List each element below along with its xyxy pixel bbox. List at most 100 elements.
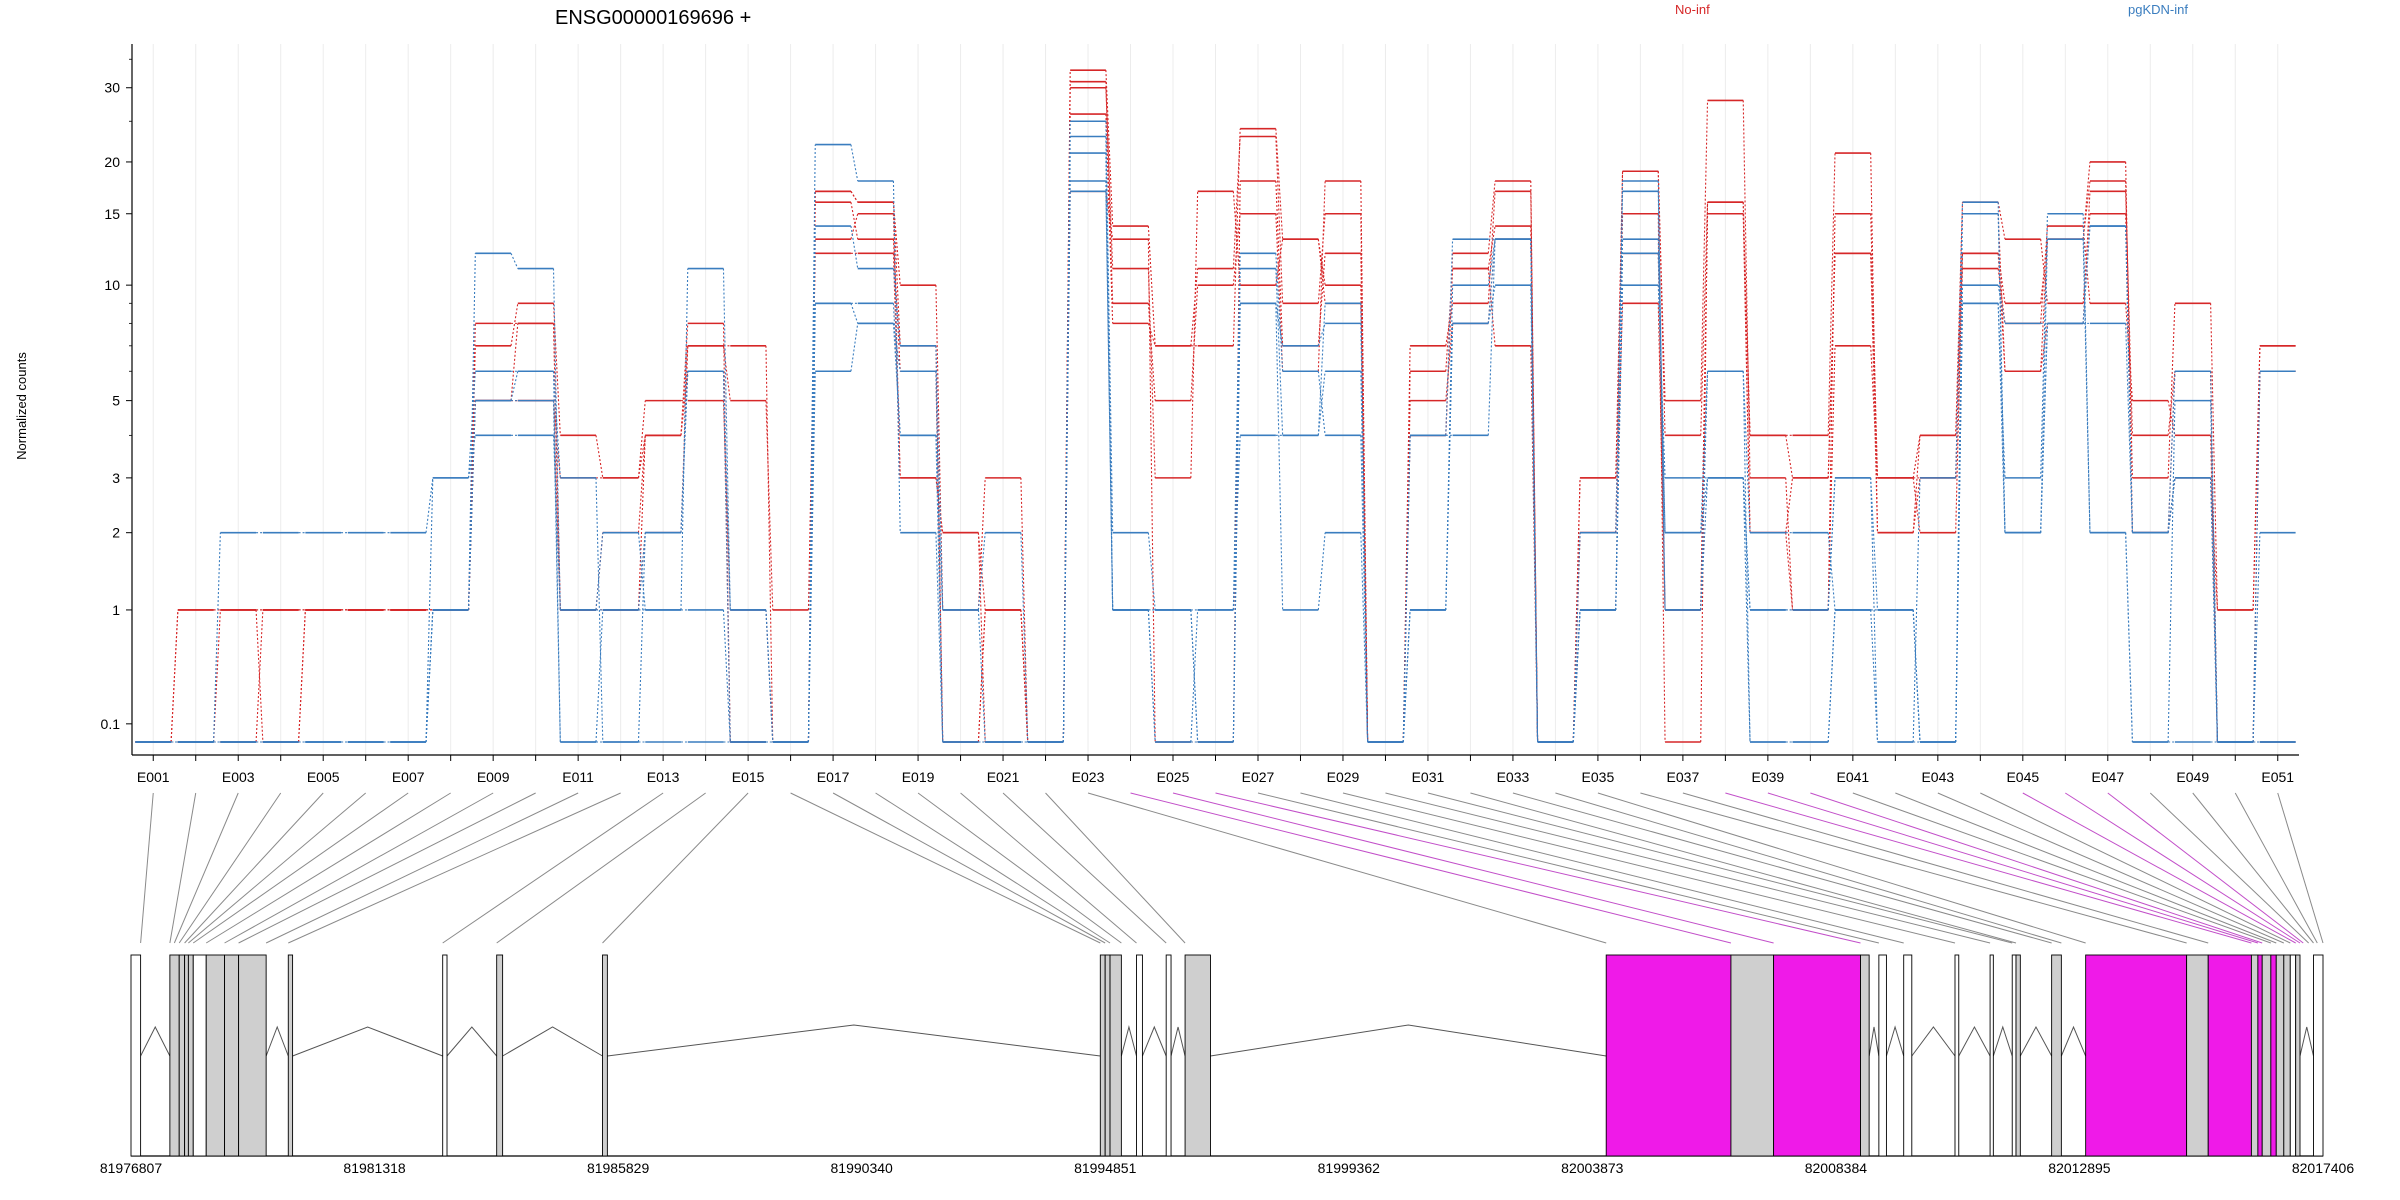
data-connector <box>1232 435 1241 610</box>
data-connector <box>1232 253 1241 610</box>
x-tick-label: E019 <box>902 769 935 785</box>
exon-connector <box>1725 792 2252 944</box>
exon-connector <box>178 792 282 944</box>
exon-box <box>2085 954 2188 1157</box>
x-tick-label: E035 <box>1582 769 1615 785</box>
data-connector <box>2167 303 2176 478</box>
data-connector <box>1827 609 1836 743</box>
data-connector <box>892 181 901 533</box>
x-axis: E001 E003 E005 E007 E009 E011 E013 E015 E017 E019… <box>132 754 2299 785</box>
exon-box <box>205 954 226 1157</box>
data-connector <box>680 371 689 533</box>
exon-connector <box>1427 792 2013 944</box>
exon-box <box>2051 954 2062 1157</box>
data-connector <box>1317 532 1326 610</box>
intron-line <box>502 1026 603 1057</box>
exon-box <box>192 954 207 1157</box>
exon-box <box>1989 954 1994 1157</box>
data-connector <box>1827 532 1836 610</box>
x-tick-label: E001 <box>137 769 170 785</box>
data-connector <box>1827 345 1836 610</box>
exon-connector <box>1130 792 1732 944</box>
data-connector <box>1147 268 1156 478</box>
exon-connector <box>875 792 1111 944</box>
data-connector <box>1190 285 1199 401</box>
data-connector <box>2040 323 2049 533</box>
exon-box <box>442 954 448 1157</box>
exon-connector <box>1682 792 2209 944</box>
data-connector <box>552 371 561 478</box>
exon-box <box>1605 954 1732 1157</box>
exon-connector <box>1470 792 2017 944</box>
chart-title: ENSG00000169696 + <box>555 7 751 29</box>
data-connector <box>1870 609 1879 743</box>
data-connector <box>1105 81 1114 304</box>
data-connector <box>2210 477 2218 743</box>
x-tick-label: E009 <box>477 769 510 785</box>
exon-connector <box>917 792 1122 944</box>
data-connector <box>977 477 986 610</box>
data-connector <box>1615 191 1624 533</box>
data-connector <box>2082 239 2091 533</box>
data-connector <box>1827 153 1836 436</box>
data-connector <box>1317 213 1326 304</box>
data-connector <box>2125 180 2133 478</box>
data-connector <box>1445 323 1454 610</box>
x-tick-label: E013 <box>647 769 680 785</box>
data-connector <box>1360 285 1369 743</box>
data-connector <box>1955 303 1964 743</box>
data-connector <box>1615 171 1624 478</box>
exon-box <box>1954 954 1960 1157</box>
exon-box <box>184 954 189 1157</box>
coordinate-label: 82003873 <box>1561 1160 1624 1176</box>
data-connector <box>1742 371 1751 533</box>
data-connector <box>1742 371 1751 743</box>
exon-connector <box>2192 792 2314 944</box>
exon-connector <box>1300 792 1904 944</box>
data-connector <box>2040 213 2049 478</box>
data-connector <box>1402 609 1411 743</box>
data-connector <box>680 345 689 436</box>
data-connector <box>425 477 434 533</box>
data-connector <box>1360 435 1369 743</box>
data-connector <box>765 400 774 610</box>
data-connector <box>1572 477 1581 743</box>
legend-pgkdn-inf: pgKDN-inf <box>2128 2 2188 17</box>
exon-box <box>2270 954 2277 1157</box>
data-connector <box>1105 114 1114 324</box>
exon-connector <box>2149 792 2309 944</box>
data-connector <box>1657 253 1666 533</box>
x-tick-label: E027 <box>1242 769 1275 785</box>
data-connector <box>1997 202 2006 533</box>
data-connector <box>680 371 689 436</box>
data-connector <box>1785 477 1794 533</box>
x-tick-label: E039 <box>1752 769 1785 785</box>
exon-box <box>496 954 504 1157</box>
data-connector <box>1105 136 1114 610</box>
data-connector <box>510 303 519 346</box>
data-connector <box>637 532 646 610</box>
data-connector <box>1445 239 1454 436</box>
data-connector <box>1402 371 1411 743</box>
x-tick-label: E049 <box>2176 769 2209 785</box>
exon-connector <box>1385 792 1991 944</box>
exon-connector <box>2107 792 2304 944</box>
data-connector <box>637 435 646 610</box>
data-connector <box>2125 532 2133 743</box>
coordinate-label: 81990340 <box>831 1160 894 1176</box>
data-connector <box>2040 323 2049 372</box>
exon-connector <box>224 792 494 944</box>
exon-connector <box>960 792 1137 944</box>
data-connector <box>2125 226 2133 533</box>
data-connector <box>935 435 944 610</box>
x-tick-label: E007 <box>392 769 425 785</box>
exon-connector <box>188 792 367 944</box>
x-tick-label: E051 <box>2261 769 2294 785</box>
exon-connector <box>1172 792 1774 944</box>
data-connector <box>1742 202 1751 436</box>
y-tick-label: 30 <box>104 80 120 96</box>
exon-box <box>1860 954 1870 1157</box>
data-connector <box>1275 128 1284 240</box>
exon-connector <box>2065 792 2301 944</box>
